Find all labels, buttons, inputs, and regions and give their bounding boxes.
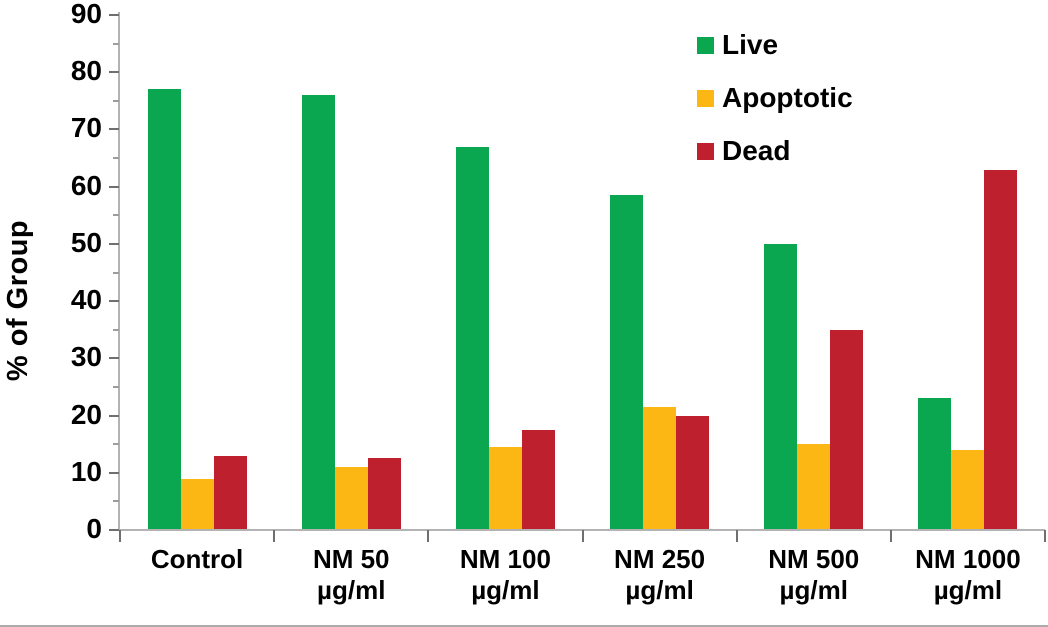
x-category-label-1: NM 50 µg/ml (274, 544, 428, 606)
bar-apoptotic-4 (797, 444, 831, 530)
x-category-label-line: µg/ml (933, 575, 1003, 605)
bar-live-4 (764, 243, 798, 530)
x-category-label-line: µg/ml (625, 575, 694, 605)
y-tick-label-30: 30 (70, 341, 102, 373)
y-tick-label-50: 50 (70, 226, 102, 258)
bar-dead-2 (521, 429, 555, 530)
y-minor-tick-5 (113, 500, 119, 503)
y-tick-label-90: 90 (70, 0, 102, 29)
bar-live-2 (455, 146, 489, 530)
y-major-tick-70 (109, 128, 119, 131)
x-category-label-line: µg/ml (779, 575, 848, 605)
legend-item-dead: Dead (697, 137, 853, 165)
y-minor-tick-15 (113, 443, 119, 446)
x-category-label-0: Control (120, 544, 274, 575)
x-boundary-tick-4 (735, 530, 738, 542)
x-category-label-line: NM 50 (312, 544, 390, 574)
y-axis-line (118, 12, 120, 531)
y-major-tick-40 (109, 300, 119, 303)
x-boundary-tick-0 (119, 530, 121, 542)
bar-live-0 (147, 89, 181, 530)
figure-bottom-border (0, 625, 1048, 627)
y-major-tick-0 (109, 529, 119, 531)
bar-live-3 (610, 195, 644, 530)
y-minor-tick-25 (113, 385, 119, 388)
x-boundary-tick-5 (889, 530, 892, 542)
x-boundary-tick-3 (581, 530, 584, 542)
bar-dead-1 (367, 458, 401, 530)
x-category-label-line: NM 100 (459, 544, 551, 574)
y-minor-tick-55 (113, 214, 119, 217)
bar-dead-4 (830, 329, 864, 530)
x-category-label-line: µg/ml (471, 575, 540, 605)
x-category-label-line: µg/ml (317, 575, 386, 605)
y-tick-label-60: 60 (70, 169, 102, 201)
y-major-tick-20 (109, 414, 119, 417)
x-boundary-tick-6 (1044, 530, 1046, 542)
bar-apoptotic-0 (180, 478, 214, 530)
y-major-tick-10 (109, 471, 119, 474)
y-major-tick-60 (109, 185, 119, 188)
legend-item-live: Live (697, 31, 853, 59)
y-tick-label-10: 10 (70, 455, 102, 487)
x-category-label-line: NM 250 (614, 544, 706, 574)
y-tick-label-80: 80 (70, 55, 102, 87)
x-category-label-4: NM 500 µg/ml (737, 544, 891, 606)
legend-swatch-apoptotic (697, 89, 714, 107)
x-category-label-3: NM 250 µg/ml (583, 544, 737, 606)
legend-swatch-live (697, 36, 714, 54)
y-minor-tick-85 (113, 42, 119, 45)
y-tick-label-40: 40 (70, 284, 102, 316)
y-major-tick-90 (109, 14, 119, 16)
y-tick-label-20: 20 (70, 398, 102, 430)
legend-label-apoptotic: Apoptotic (722, 82, 853, 113)
bar-dead-0 (213, 455, 247, 530)
bar-dead-3 (676, 415, 710, 530)
legend-item-apoptotic: Apoptotic (697, 84, 853, 112)
bar-dead-5 (984, 169, 1018, 530)
y-minor-tick-75 (113, 99, 119, 102)
bar-apoptotic-2 (488, 447, 522, 530)
x-boundary-tick-2 (427, 530, 430, 542)
legend-label-live: Live (722, 29, 779, 60)
y-axis-title-text: % of Group (2, 219, 35, 381)
bar-apoptotic-3 (643, 406, 677, 530)
y-major-tick-50 (109, 242, 119, 245)
y-major-tick-30 (109, 357, 119, 360)
x-category-label-line: NM 1000 (915, 544, 1021, 574)
legend-label-dead: Dead (722, 135, 791, 166)
legend-swatch-dead (697, 142, 714, 160)
y-minor-tick-35 (113, 328, 119, 331)
y-tick-label-0: 0 (86, 513, 102, 544)
bar-live-1 (301, 95, 335, 530)
y-tick-label-70: 70 (70, 112, 102, 144)
y-minor-tick-65 (113, 157, 119, 160)
x-category-label-line: NM 500 (768, 544, 860, 574)
x-category-label-2: NM 100 µg/ml (428, 544, 582, 606)
bar-apoptotic-1 (334, 467, 368, 530)
x-boundary-tick-1 (273, 530, 276, 542)
bar-live-5 (918, 398, 952, 530)
legend: Live Apoptotic Dead (697, 31, 853, 190)
x-category-label-line: Control (150, 544, 244, 574)
bar-apoptotic-5 (951, 449, 985, 530)
y-major-tick-80 (109, 71, 119, 74)
x-category-label-5: NM 1000 µg/ml (891, 544, 1045, 606)
y-minor-tick-45 (113, 271, 119, 274)
